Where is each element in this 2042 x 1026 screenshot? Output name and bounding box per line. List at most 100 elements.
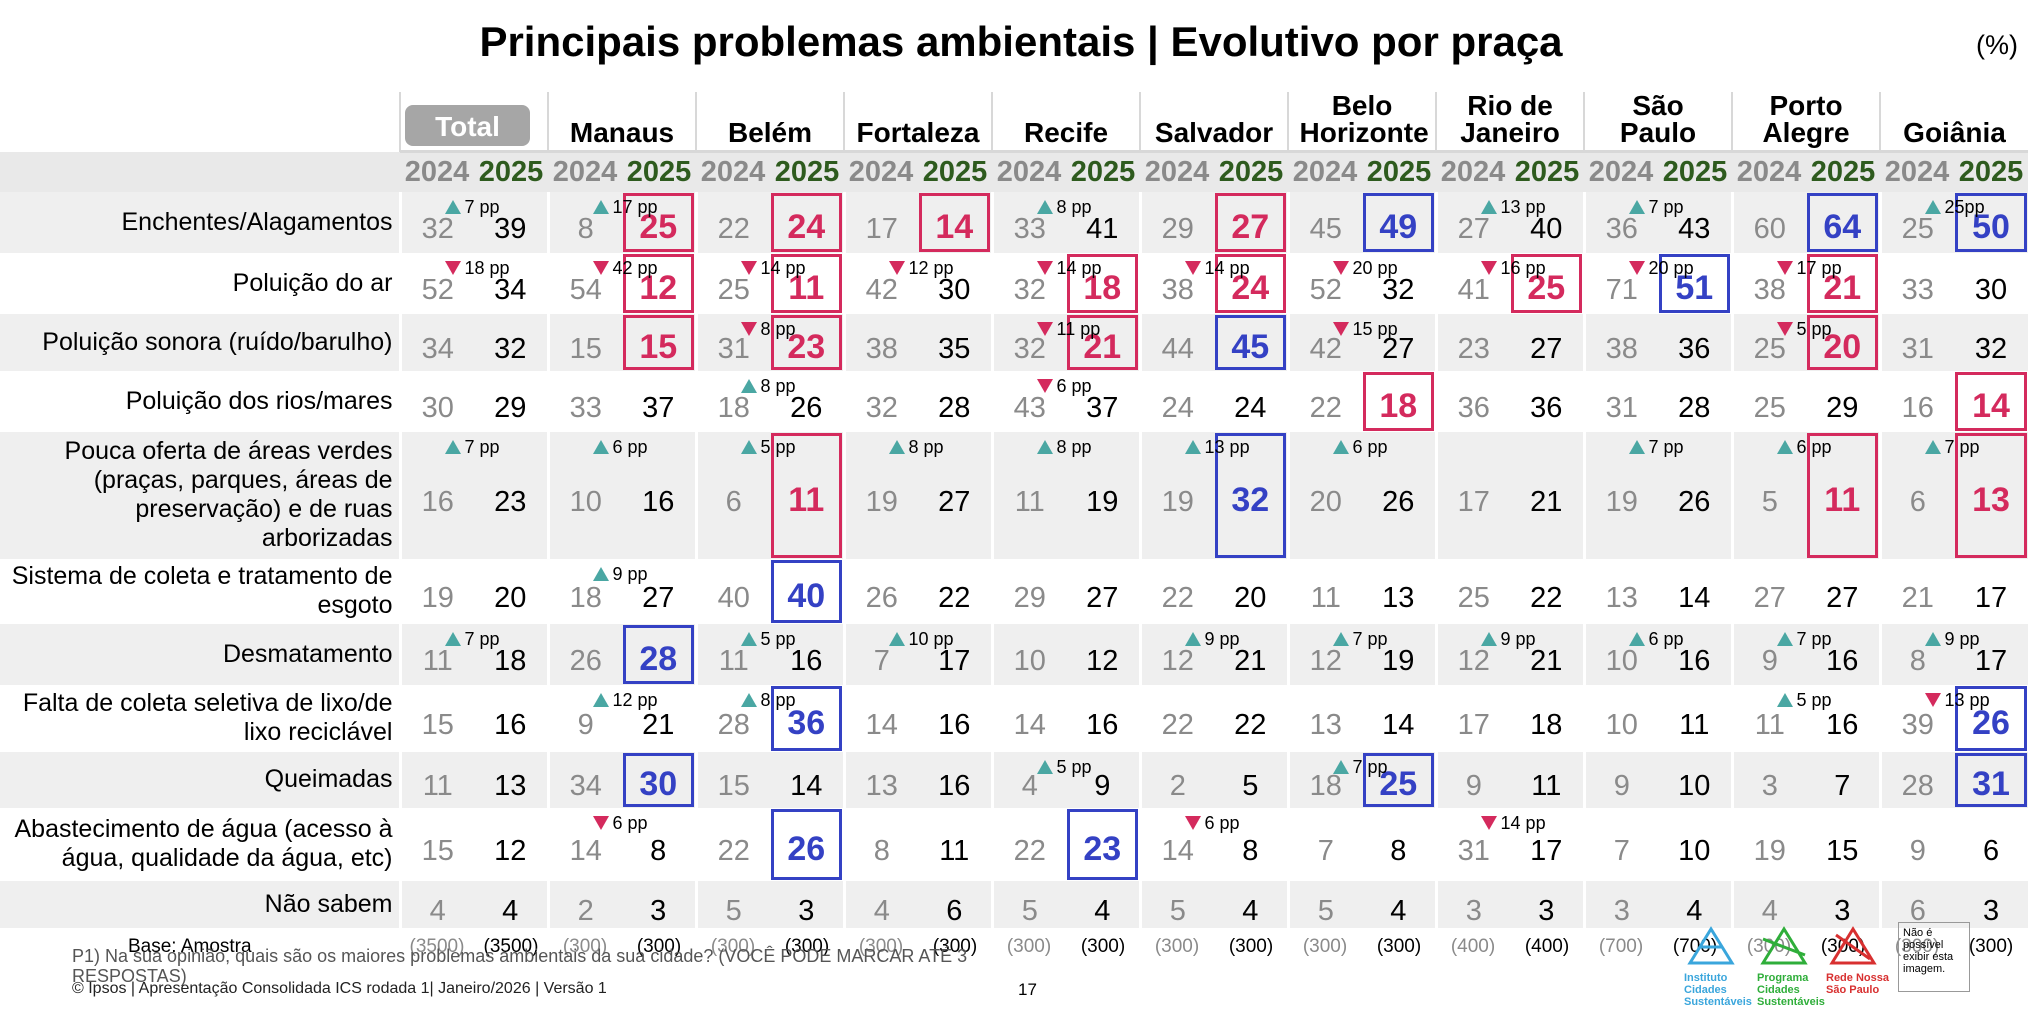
value-2024: 2	[546, 880, 622, 928]
value-2025: 21	[1066, 313, 1141, 371]
city-header: Porto Alegre	[1731, 92, 1881, 153]
value-2025: 39	[474, 191, 548, 253]
change-text: 6 pp	[612, 436, 648, 457]
change-arrow	[1628, 261, 1645, 275]
arrow	[1776, 693, 1793, 707]
value-2024: 15	[694, 751, 770, 808]
logo-text: Rede Nossa São Paulo	[1826, 972, 1889, 996]
value-2024: 13	[1582, 558, 1659, 624]
value-2024: 5	[1286, 880, 1363, 928]
value-2024: 4	[842, 880, 919, 928]
row-label: Pouca oferta de áreas verdes (praças, pa…	[0, 431, 400, 559]
arrow	[740, 379, 757, 393]
value-2024: 7 10 pp	[842, 623, 954, 685]
value-2024: 16	[1878, 370, 1955, 432]
highlight: 25	[623, 192, 694, 252]
arrow	[1184, 816, 1201, 830]
change: 14 pp	[1184, 258, 1250, 279]
arrow	[1184, 632, 1201, 646]
arrow	[1480, 261, 1497, 275]
value-2025: 23	[770, 313, 845, 371]
year: 2025	[918, 151, 993, 192]
arrow	[1480, 816, 1497, 830]
value-2025: 29	[1826, 391, 1859, 424]
arrow	[888, 261, 905, 275]
value-2025: 30	[622, 751, 696, 808]
year: 2024	[1288, 151, 1363, 192]
change-arrow	[1480, 632, 1497, 646]
value-2024: 11 8 pp	[990, 431, 1092, 559]
change-text: 12 pp	[908, 257, 954, 278]
value-2025: 37	[642, 391, 675, 424]
base-2025: (300)	[1066, 927, 1141, 966]
arrow	[1628, 261, 1645, 275]
value-2024: 25	[1730, 370, 1807, 432]
value-2025: 30	[1974, 273, 2008, 306]
change: 5 pp	[1036, 757, 1092, 778]
value-2025: 3	[770, 880, 845, 928]
year: 2025	[1066, 151, 1141, 192]
change-arrow	[1184, 440, 1201, 454]
year: 2024	[1140, 151, 1215, 192]
value-2025: 20	[494, 581, 527, 614]
value-2024: 11 7 pp	[398, 623, 500, 685]
change-arrow	[1628, 200, 1645, 214]
change: 7 pp	[1628, 437, 1684, 458]
value-2025: 11	[770, 253, 844, 314]
change-text: 17 pp	[1796, 257, 1842, 278]
value-2025: 4	[474, 880, 548, 928]
base-2024: (300)	[1288, 927, 1363, 966]
highlight: 11	[771, 432, 842, 558]
value-2024: 19 13 pp	[1138, 431, 1250, 559]
change-text: 7 pp	[464, 196, 500, 217]
value-2025: 32	[1954, 313, 2029, 371]
highlight: 27	[1215, 192, 1286, 252]
value-2024: 39 13 pp	[1878, 684, 1990, 752]
value-2024: 12 7 pp	[1286, 623, 1388, 685]
value-2025: 27	[1362, 313, 1437, 371]
value-2024: 32 14 pp	[990, 252, 1102, 314]
change-arrow	[592, 693, 609, 707]
value-2025: 8	[650, 834, 667, 867]
value-2025: 13	[1954, 431, 2029, 559]
base-2024: (300)	[1140, 927, 1215, 966]
year: 2025	[1658, 151, 1733, 192]
change: 14 pp	[1036, 258, 1102, 279]
change-text: 9 pp	[1204, 628, 1240, 649]
change: 5 pp	[740, 629, 796, 650]
row-label: Desmatamento	[0, 623, 400, 685]
value-2025: 30	[938, 273, 971, 306]
highlight: 18	[1067, 253, 1138, 313]
row-label: Queimadas	[0, 751, 400, 808]
value-2024: 12 9 pp	[1434, 623, 1536, 685]
row-label: Sistema de coleta e tratamento de esgoto	[11, 562, 393, 619]
change-text: 9 pp	[1944, 628, 1980, 649]
value-2025: 11	[1510, 751, 1585, 808]
value-2024: 9 12 pp	[546, 684, 658, 752]
value-2024: 16 7 pp	[398, 431, 500, 559]
value-2025: 41	[1066, 191, 1141, 253]
highlight: 12	[623, 253, 694, 313]
change-arrow	[444, 261, 461, 275]
value-2025: 26	[770, 808, 844, 881]
value-2025: 9	[1066, 751, 1141, 808]
data-row: Enchentes/Alagamentos 32 7 pp 39 8 17 pp 25 22 2…	[0, 191, 2029, 253]
value-2024: 38	[842, 313, 919, 371]
change-text: 5 pp	[760, 628, 796, 649]
change-text: 7 pp	[1944, 436, 1980, 457]
arrow	[592, 693, 609, 707]
value-2025: 27	[1826, 581, 1859, 614]
value-2025: 12	[494, 834, 527, 867]
highlight: 24	[771, 192, 842, 252]
value-2024: 22	[694, 807, 770, 881]
value-2025: 40	[770, 559, 844, 624]
value-2024: 34	[546, 751, 622, 808]
change: 17 pp	[592, 197, 658, 218]
year: 2025	[622, 151, 696, 192]
base-2024: (300)	[1880, 927, 1955, 966]
value-2024: 38 17 pp	[1730, 252, 1842, 314]
value-2025: 28	[1678, 391, 1711, 424]
value-2025: 8	[1242, 834, 1259, 867]
city-name: Rio de Janeiro	[1460, 90, 1560, 148]
